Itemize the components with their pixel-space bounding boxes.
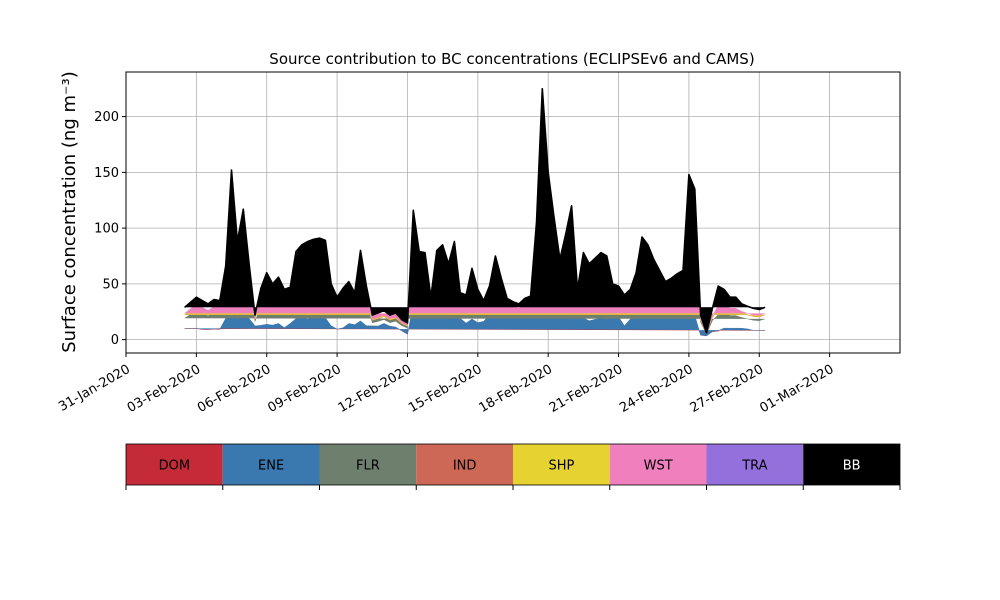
source-legend: DOM ENE FLR IND SHP WST TRA BB	[125, 443, 901, 490]
chart-title: Source contribution to BC concentrations…	[269, 50, 754, 68]
x-tick-label: 01-Mar-2020	[757, 362, 836, 416]
legend-swatch-shp	[513, 444, 610, 485]
x-tick-label: 12-Feb-2020	[336, 362, 415, 416]
y-axis-ticks: 0 50 100 150 200	[94, 110, 126, 348]
area-bb	[184, 88, 766, 334]
total-outline	[184, 87, 766, 334]
legend-swatch-bb	[803, 444, 900, 485]
stacked-areas	[184, 88, 766, 337]
x-tick-label: 03-Feb-2020	[125, 362, 204, 416]
y-tick-label: 0	[111, 333, 119, 348]
x-tick-label: 18-Feb-2020	[477, 362, 556, 416]
x-axis-ticks: 31-Jan-202003-Feb-202006-Feb-202009-Feb-…	[56, 353, 837, 416]
y-axis-label: Surface concentration (ng m⁻³)	[59, 71, 80, 353]
x-tick-label: 09-Feb-2020	[265, 362, 344, 416]
legend-swatch-tra	[706, 444, 804, 485]
x-tick-label: 24-Feb-2020	[617, 362, 696, 416]
x-tick-label: 27-Feb-2020	[688, 362, 767, 416]
x-tick-label: 31-Jan-2020	[56, 362, 133, 415]
legend-swatch-ene	[222, 444, 320, 485]
y-tick-label: 200	[94, 110, 119, 125]
legend-label-ind: IND	[453, 459, 477, 474]
legend-label-dom: DOM	[159, 459, 190, 474]
y-tick-label: 100	[94, 222, 119, 237]
legend-swatch-flr	[319, 444, 417, 485]
x-tick-label: 21-Feb-2020	[547, 362, 626, 416]
legend-swatch-wst	[609, 444, 707, 485]
legend-label-tra: TRA	[741, 459, 767, 474]
legend-label-wst: WST	[644, 459, 673, 474]
y-tick-label: 150	[94, 166, 119, 181]
legend-label-bb: BB	[843, 459, 861, 474]
x-tick-label: 06-Feb-2020	[195, 362, 274, 416]
legend-label-shp: SHP	[548, 459, 574, 474]
legend-swatch-dom	[126, 444, 223, 485]
x-tick-label: 15-Feb-2020	[406, 362, 485, 416]
legend-label-flr: FLR	[356, 459, 380, 474]
legend-label-ene: ENE	[258, 459, 284, 474]
y-tick-label: 50	[102, 277, 119, 292]
legend-swatch-ind	[416, 444, 513, 485]
plot-frame	[125, 71, 901, 354]
